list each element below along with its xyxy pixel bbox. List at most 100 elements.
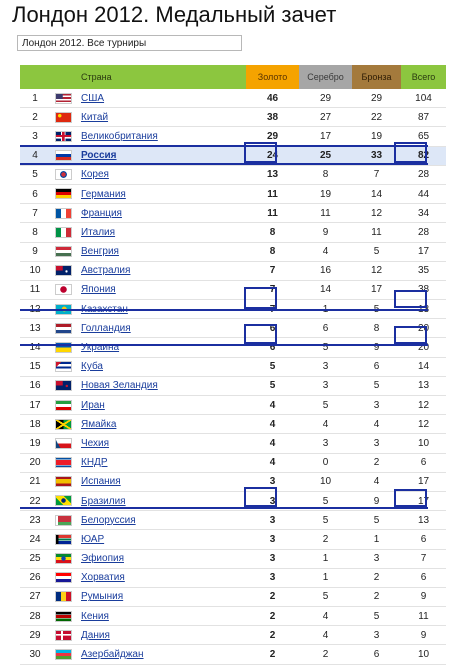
country-cell[interactable]: Ямайка (77, 414, 246, 435)
country-link[interactable]: Голландия (81, 322, 131, 334)
country-link[interactable]: КНДР (81, 457, 108, 469)
country-link[interactable]: Новая Зеландия (81, 380, 158, 392)
country-cell[interactable]: Иран (77, 395, 246, 416)
country-link[interactable]: Испания (81, 476, 121, 488)
country-cell[interactable]: Кения (77, 606, 246, 627)
country-cell[interactable]: Белоруссия (77, 510, 246, 531)
country-cell[interactable]: Голландия (77, 318, 246, 339)
country-link[interactable]: Украина (81, 342, 120, 354)
gold-cell: 4 (246, 395, 299, 416)
country-link[interactable]: Великобритания (81, 130, 158, 142)
flag-header (50, 65, 77, 89)
annotation-underline (20, 507, 428, 509)
rank-cell: 11 (20, 280, 50, 301)
rank-cell: 5 (20, 165, 50, 185)
fr-flag-icon (55, 207, 72, 219)
country-cell[interactable]: Великобритания (77, 126, 246, 147)
by-flag-icon (55, 514, 72, 526)
country-cell[interactable]: Япония (77, 280, 246, 301)
country-link[interactable]: Венгрия (81, 246, 119, 258)
country-link[interactable]: Эфиопия (81, 553, 124, 565)
country-link[interactable]: Белоруссия (81, 514, 136, 526)
flag-cell (50, 165, 77, 185)
country-cell[interactable]: Венгрия (77, 242, 246, 262)
country-cell[interactable]: Корея (77, 165, 246, 185)
country-cell[interactable]: Украина (77, 337, 246, 358)
gold-cell: 2 (246, 644, 299, 665)
country-link[interactable]: Германия (81, 188, 126, 200)
silver-header[interactable]: Серебро (299, 65, 352, 89)
country-cell[interactable]: ЮАР (77, 529, 246, 550)
gold-cell: 3 (246, 568, 299, 588)
table-row: 23 Белоруссия 3 5 5 13 (20, 510, 446, 531)
country-cell[interactable]: США (77, 89, 246, 109)
country-cell[interactable]: Чехия (77, 433, 246, 454)
country-cell[interactable]: Новая Зеландия (77, 376, 246, 397)
country-cell[interactable]: Австралия (77, 261, 246, 281)
country-link[interactable]: Ямайка (81, 418, 117, 430)
total-header[interactable]: Всего (401, 65, 446, 89)
country-cell[interactable]: Куба (77, 357, 246, 377)
country-cell[interactable]: Франция (77, 203, 246, 224)
country-link[interactable]: ЮАР (81, 533, 105, 545)
country-link[interactable]: Иран (81, 399, 105, 411)
country-link[interactable]: Бразилия (81, 495, 126, 507)
it-flag-icon (55, 226, 72, 238)
bronze-cell: 9 (352, 337, 401, 358)
country-link[interactable]: Куба (81, 361, 103, 373)
country-cell[interactable]: Дания (77, 625, 246, 646)
et-flag-icon (55, 553, 72, 565)
bronze-header[interactable]: Бронза (352, 65, 401, 89)
flag-cell (50, 414, 77, 435)
country-link[interactable]: Кения (81, 610, 109, 622)
flag-cell (50, 395, 77, 416)
kr-flag-icon (55, 169, 72, 181)
silver-cell: 16 (299, 261, 352, 281)
total-cell: 11 (401, 606, 446, 627)
flag-cell (50, 625, 77, 646)
gold-header[interactable]: Золото (246, 65, 299, 89)
country-link[interactable]: Италия (81, 226, 116, 238)
country-link[interactable]: Дания (81, 629, 110, 641)
country-cell[interactable]: Бразилия (77, 491, 246, 512)
country-cell[interactable]: Германия (77, 184, 246, 205)
country-link[interactable]: Япония (81, 284, 116, 296)
country-cell[interactable]: Азербайджан (77, 644, 246, 665)
ro-flag-icon (55, 591, 72, 603)
rank-cell: 16 (20, 376, 50, 397)
country-cell[interactable]: КНДР (77, 453, 246, 473)
annotation-underline (20, 344, 428, 346)
bronze-cell: 7 (352, 165, 401, 185)
country-link[interactable]: Румыния (81, 591, 124, 603)
silver-cell: 5 (299, 395, 352, 416)
country-link[interactable]: Азербайджан (81, 649, 144, 661)
country-link[interactable]: Франция (81, 207, 122, 219)
country-link[interactable]: Россия (81, 150, 117, 162)
country-link[interactable]: Чехия (81, 437, 110, 449)
flag-cell (50, 184, 77, 205)
country-cell[interactable]: Румыния (77, 587, 246, 608)
country-link[interactable]: Китай (81, 111, 109, 123)
silver-cell: 3 (299, 376, 352, 397)
country-cell[interactable]: Италия (77, 222, 246, 243)
rank-cell: 17 (20, 395, 50, 416)
table-row: 14 Украина 6 5 9 20 (20, 337, 446, 358)
country-cell[interactable]: Испания (77, 472, 246, 492)
country-link[interactable]: Австралия (81, 265, 131, 277)
country-cell[interactable]: Китай (77, 107, 246, 128)
country-cell[interactable]: Эфиопия (77, 549, 246, 569)
country-link[interactable]: Корея (81, 169, 109, 181)
country-link[interactable]: США (81, 92, 105, 104)
gold-cell: 7 (246, 261, 299, 281)
flag-cell (50, 644, 77, 665)
total-cell: 10 (401, 433, 446, 454)
country-header[interactable]: Страна (77, 65, 246, 89)
country-link[interactable]: Хорватия (81, 572, 125, 584)
silver-cell: 0 (299, 453, 352, 473)
silver-cell: 4 (299, 625, 352, 646)
flag-cell (50, 472, 77, 492)
tournament-select[interactable]: Лондон 2012. Все турниры (17, 35, 242, 51)
country-cell[interactable]: Хорватия (77, 568, 246, 588)
table-row: 4 Россия 24 25 33 82 (20, 146, 446, 166)
page-title: Лондон 2012. Медальный зачет (12, 2, 337, 27)
